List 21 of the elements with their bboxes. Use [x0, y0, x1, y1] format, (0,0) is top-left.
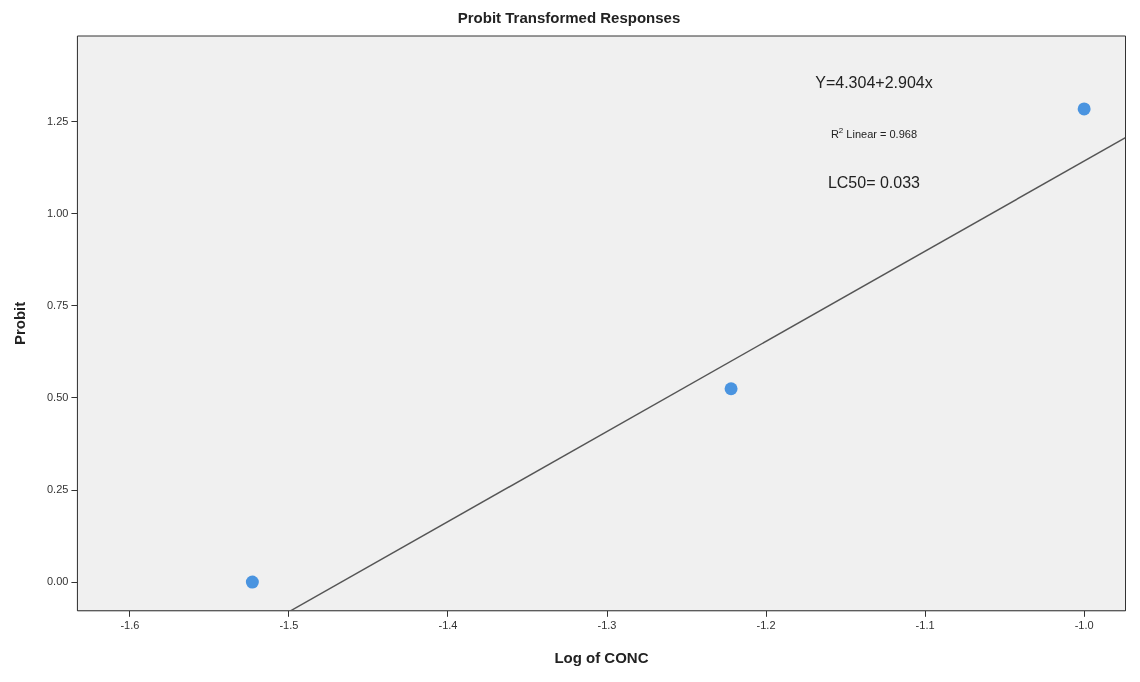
y-tick-label: 0.00	[46, 575, 69, 588]
x-tick-label: -1.5	[279, 619, 299, 632]
point	[245, 575, 259, 589]
y-axis-title: Probit	[11, 301, 29, 346]
x-tick-label: -1.6	[120, 619, 140, 632]
x-tick-label: -1.0	[1074, 619, 1094, 632]
y-tick-label: 0.75	[46, 298, 69, 311]
x-tick-label: -1.3	[597, 619, 617, 632]
point	[724, 382, 738, 396]
y-tick-label: 0.50	[46, 391, 69, 403]
x-axis-title: Log of CONC	[554, 649, 649, 667]
x-tick-label: -1.1	[915, 619, 935, 632]
x-tick-label: -1.2	[756, 619, 776, 632]
y-tick-label: 1.25	[46, 114, 69, 127]
y-tick-label: 1.00	[46, 206, 69, 219]
y-tick-label: 0.25	[46, 483, 69, 496]
annotation: Y=4.304+2.904x	[815, 74, 933, 92]
x-tick-label: -1.4	[438, 619, 458, 632]
point	[1077, 102, 1091, 116]
annotation: LC50= 0.033	[827, 173, 921, 191]
chart-title: Probit Transformed Responses	[457, 9, 681, 27]
